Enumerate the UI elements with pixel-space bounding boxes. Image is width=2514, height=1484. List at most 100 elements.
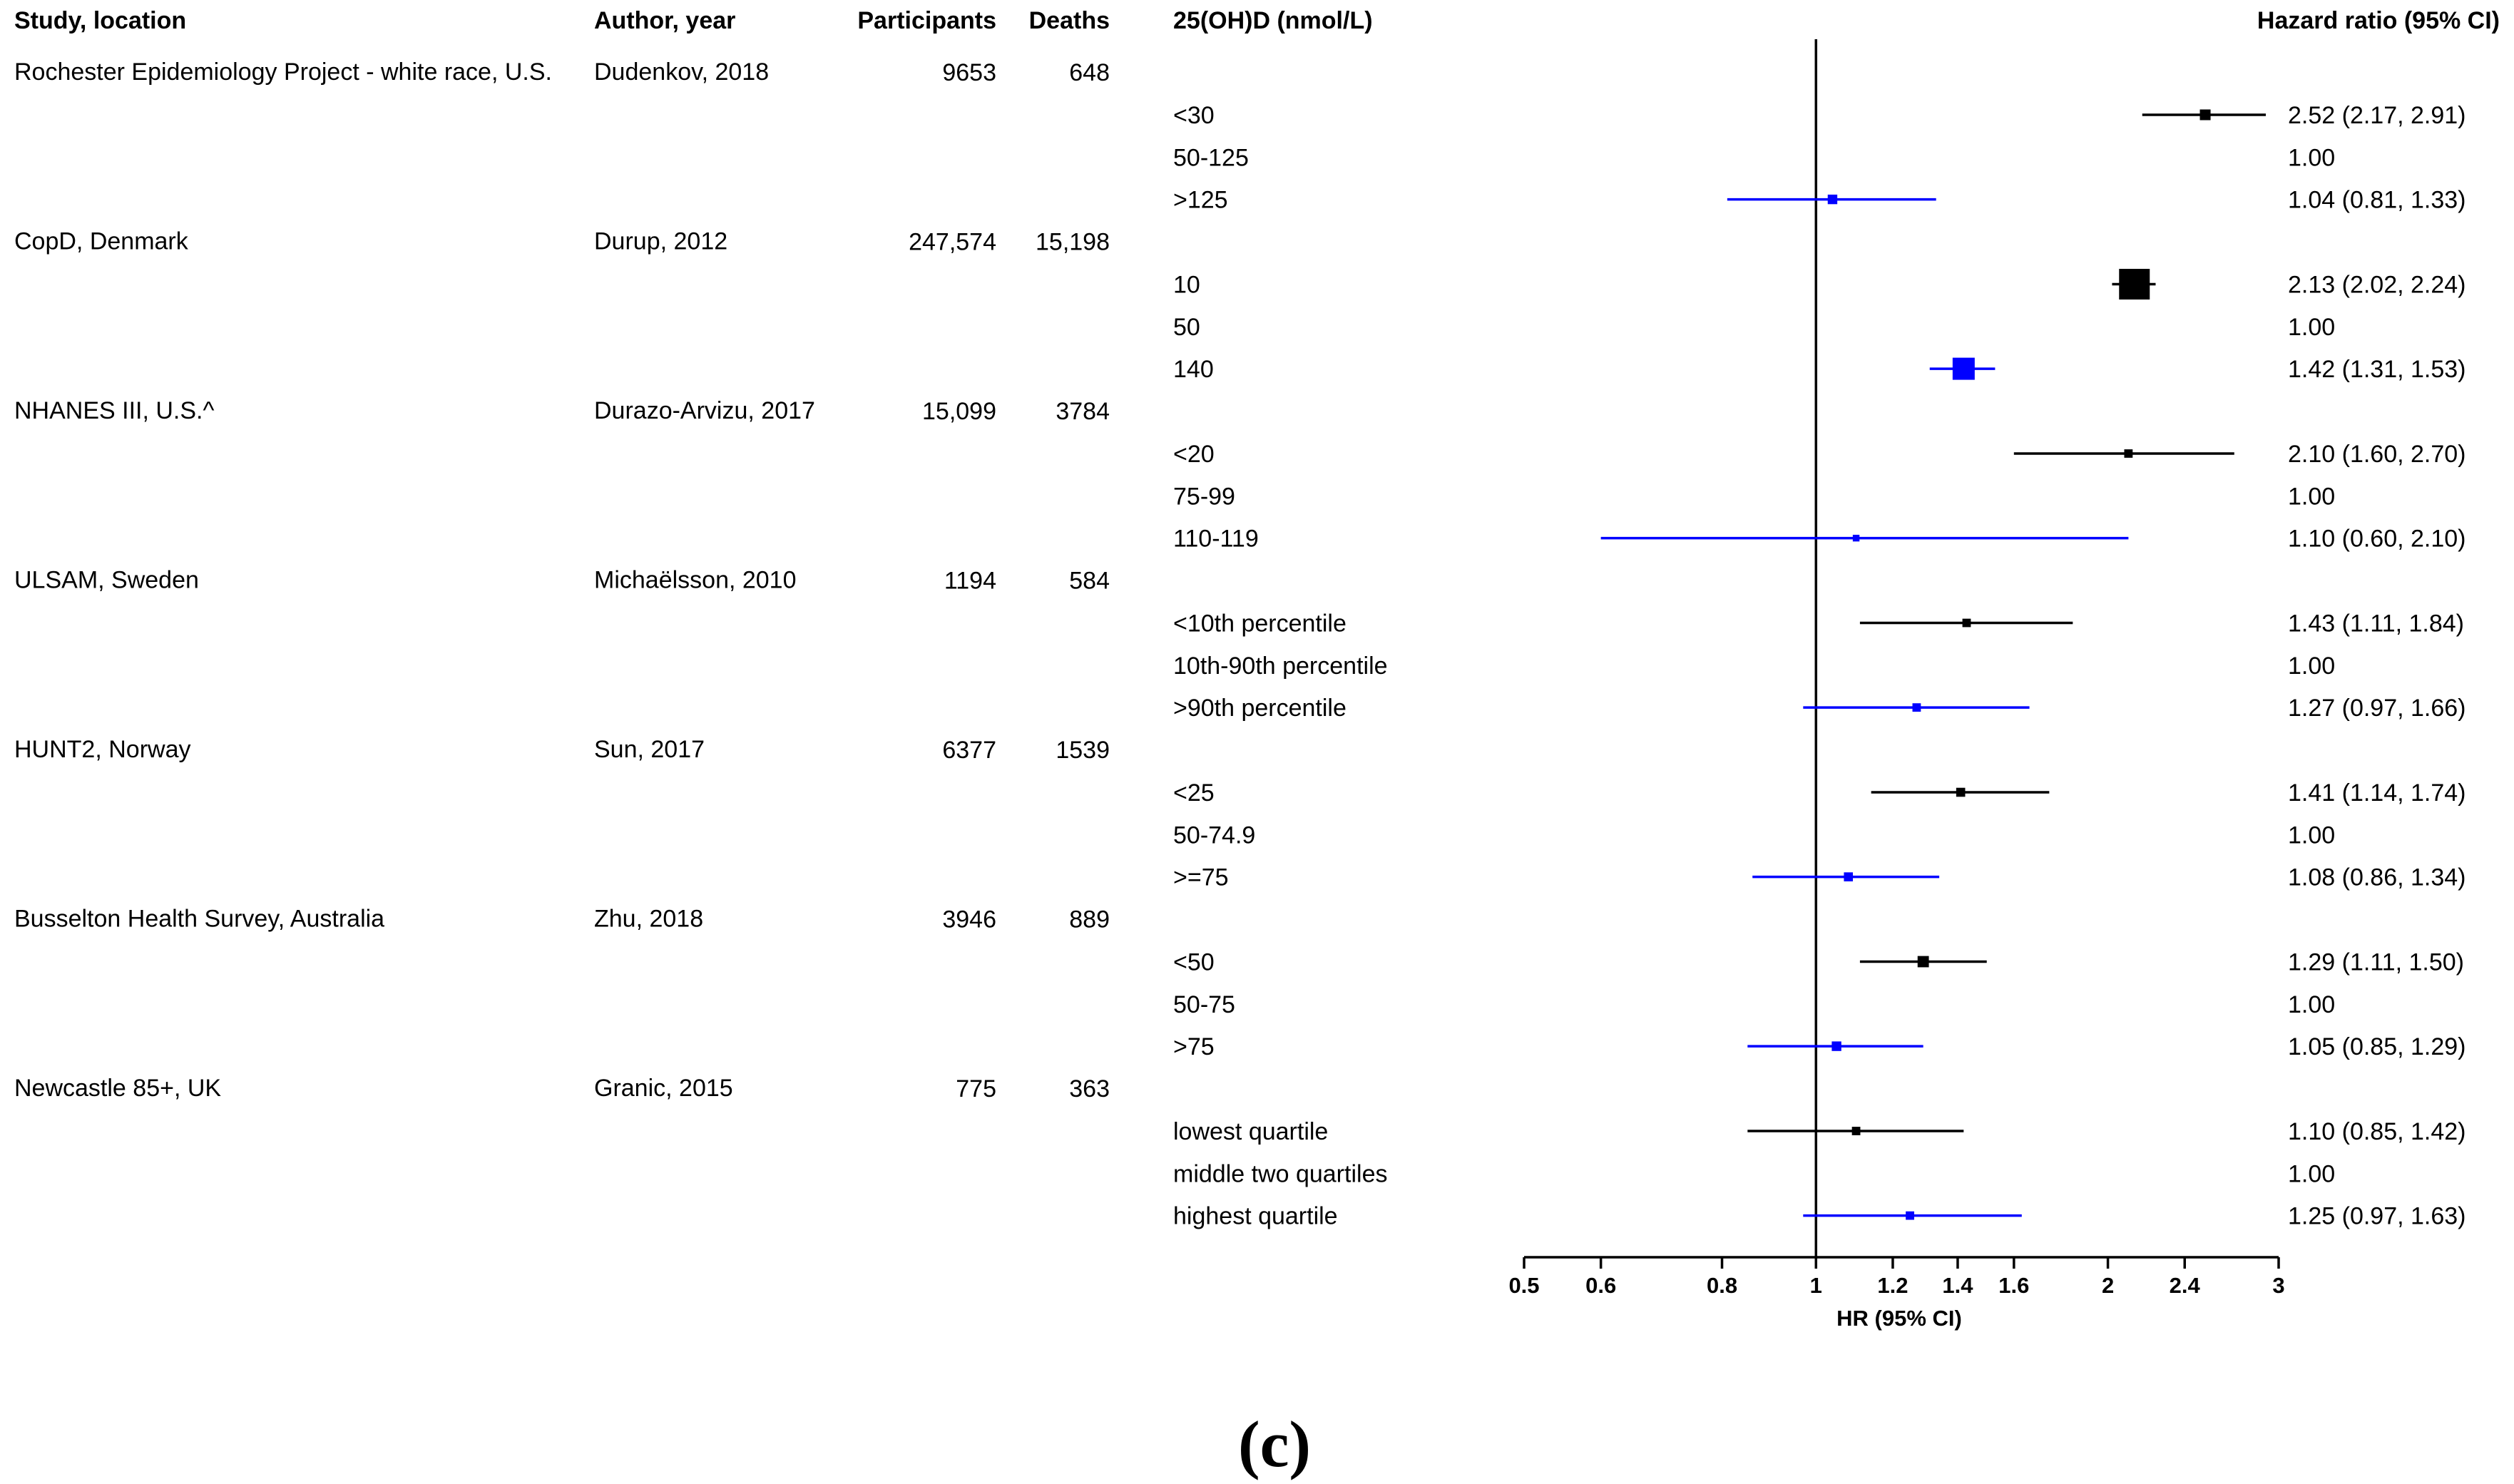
- point-estimate: [1956, 787, 1966, 797]
- level-label: 140: [1173, 356, 1214, 383]
- column-headers: Study, location Author, year Participant…: [14, 7, 2500, 34]
- hr-label: 1.00: [2288, 144, 2335, 171]
- hr-label: 1.00: [2288, 653, 2335, 680]
- hr-label: 1.27 (0.97, 1.66): [2288, 695, 2466, 722]
- study-participants: 15,099: [922, 398, 996, 425]
- study-table: Rochester Epidemiology Project - white r…: [14, 58, 2466, 1230]
- hr-label: 1.29 (1.11, 1.50): [2288, 949, 2464, 976]
- point-estimate: [1831, 1041, 1841, 1051]
- study-name: Newcastle 85+, UK: [14, 1075, 221, 1102]
- hr-label: 1.04 (0.81, 1.33): [2288, 187, 2466, 214]
- study-deaths: 3784: [1056, 398, 1110, 425]
- hr-label: 1.00: [2288, 314, 2335, 341]
- point-estimate: [1906, 1211, 1914, 1220]
- point-estimate: [2119, 269, 2150, 300]
- level-label: <10th percentile: [1173, 610, 1347, 638]
- x-tick-label: 3: [2272, 1273, 2284, 1298]
- study-author: Granic, 2015: [594, 1075, 733, 1102]
- level-label: <25: [1173, 779, 1215, 807]
- study-participants: 3946: [942, 906, 996, 933]
- point-estimate: [1844, 872, 1854, 881]
- hr-label: 1.43 (1.11, 1.84): [2288, 610, 2464, 638]
- hr-label: 1.00: [2288, 991, 2335, 1018]
- study-deaths: 648: [1069, 59, 1110, 86]
- x-tick-label: 0.5: [1508, 1273, 1539, 1298]
- level-label: 10: [1173, 272, 1200, 299]
- header-participants: Participants: [857, 7, 996, 34]
- point-estimate: [1852, 534, 1860, 542]
- point-estimate: [1962, 618, 1971, 628]
- point-estimate: [1952, 357, 1975, 380]
- study-name: CopD, Denmark: [14, 228, 189, 255]
- header-deaths: Deaths: [1029, 7, 1110, 34]
- level-label: <30: [1173, 102, 1215, 129]
- hr-label: 1.00: [2288, 483, 2335, 510]
- point-estimate: [2199, 109, 2211, 121]
- study-participants: 6377: [942, 737, 996, 764]
- level-label: 110-119: [1173, 526, 1259, 553]
- study-deaths: 584: [1069, 568, 1110, 595]
- study-name: Busselton Health Survey, Australia: [14, 906, 384, 933]
- study-name: NHANES III, U.S.^: [14, 397, 214, 424]
- study-participants: 1194: [944, 568, 996, 595]
- x-tick-label: 1.4: [1942, 1273, 1973, 1298]
- header-author: Author, year: [594, 7, 735, 34]
- hr-label: 1.25 (0.97, 1.63): [2288, 1203, 2466, 1230]
- study-participants: 247,574: [909, 229, 996, 256]
- level-label: 50-125: [1173, 144, 1249, 171]
- study-name: Rochester Epidemiology Project - white r…: [14, 58, 552, 86]
- study-author: Durup, 2012: [594, 228, 727, 255]
- hr-label: 1.00: [2288, 1160, 2335, 1187]
- header-hazard-ratio: Hazard ratio (95% CI): [2257, 7, 2500, 34]
- study-name: HUNT2, Norway: [14, 736, 190, 763]
- hr-label: 1.42 (1.31, 1.53): [2288, 356, 2466, 383]
- x-tick-label: 1.6: [1998, 1273, 2029, 1298]
- x-tick-label: 2.4: [2170, 1273, 2201, 1298]
- header-level: 25(OH)D (nmol/L): [1173, 7, 1373, 34]
- level-label: 75-99: [1173, 483, 1235, 510]
- study-deaths: 889: [1069, 906, 1110, 933]
- hr-label: 1.00: [2288, 822, 2335, 849]
- x-tick-label: 2: [2102, 1273, 2114, 1298]
- study-deaths: 363: [1069, 1075, 1110, 1102]
- study-author: Durazo-Arvizu, 2017: [594, 397, 815, 424]
- point-estimate: [1851, 1127, 1861, 1135]
- x-tick-label: 0.8: [1707, 1273, 1737, 1298]
- x-tick-label: 1: [1810, 1273, 1822, 1298]
- study-name: ULSAM, Sweden: [14, 567, 199, 594]
- hr-label: 1.05 (0.85, 1.29): [2288, 1033, 2466, 1060]
- point-estimate: [1912, 703, 1921, 712]
- study-author: Dudenkov, 2018: [594, 58, 769, 86]
- x-tick-label: 0.6: [1585, 1273, 1616, 1298]
- hr-label: 1.08 (0.86, 1.34): [2288, 864, 2466, 891]
- level-label: >75: [1173, 1033, 1215, 1060]
- study-participants: 9653: [942, 59, 996, 86]
- level-label: >125: [1173, 187, 1228, 214]
- point-estimate: [1827, 194, 1838, 205]
- header-study: Study, location: [14, 7, 186, 34]
- level-label: <50: [1173, 949, 1215, 976]
- study-author: Michaëlsson, 2010: [594, 567, 797, 594]
- study-author: Sun, 2017: [594, 736, 705, 763]
- level-label: <20: [1173, 441, 1215, 468]
- level-label: 10th-90th percentile: [1173, 653, 1388, 680]
- level-label: 50: [1173, 314, 1200, 341]
- hr-label: 1.10 (0.85, 1.42): [2288, 1118, 2466, 1145]
- level-label: lowest quartile: [1173, 1118, 1328, 1145]
- study-deaths: 1539: [1056, 737, 1110, 764]
- x-axis: 0.5 0.6 0.8 1 1.2 1.4 1.6 2 2.4 3: [1508, 1256, 2285, 1298]
- point-estimate: [1917, 956, 1929, 968]
- forest-marks: [1600, 39, 2267, 1257]
- figure-caption: (c): [1238, 1408, 1311, 1480]
- point-estimate: [2124, 449, 2133, 458]
- level-label: highest quartile: [1173, 1203, 1338, 1230]
- study-participants: 775: [956, 1075, 996, 1102]
- hr-label: 2.52 (2.17, 2.91): [2288, 102, 2466, 129]
- x-axis-label: HR (95% CI): [1836, 1306, 1962, 1331]
- study-author: Zhu, 2018: [594, 906, 703, 933]
- hr-label: 2.13 (2.02, 2.24): [2288, 272, 2466, 299]
- level-label: 50-75: [1173, 991, 1235, 1018]
- hr-label: 1.41 (1.14, 1.74): [2288, 779, 2466, 807]
- level-label: >90th percentile: [1173, 695, 1347, 722]
- level-label: 50-74.9: [1173, 822, 1255, 849]
